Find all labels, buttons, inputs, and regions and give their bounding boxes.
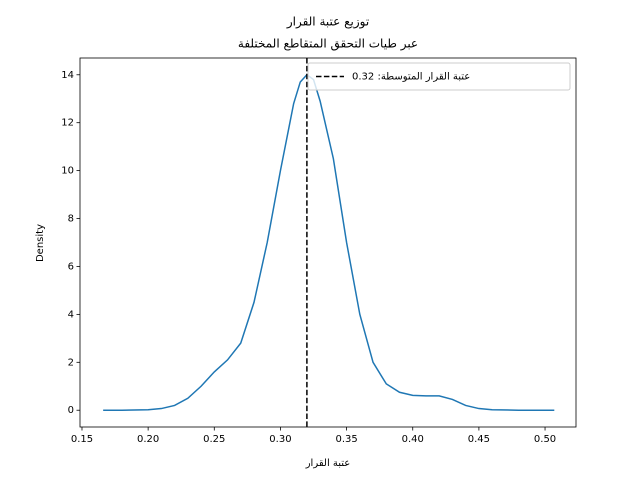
- x-tick-label: 0.15: [71, 434, 93, 445]
- x-axis-label: عتبة القرار: [305, 458, 351, 469]
- y-tick-label: 2: [68, 357, 74, 368]
- axes-frame: [79, 57, 577, 428]
- y-tick-label: 8: [68, 214, 74, 225]
- chart-title: توزيع عتبة القرار: [286, 15, 369, 30]
- y-tick-label: 4: [68, 309, 74, 320]
- y-tick-label: 10: [61, 166, 74, 177]
- y-tick-label: 0: [68, 405, 74, 416]
- x-tick-label: 0.45: [468, 434, 490, 445]
- y-tick-label: 14: [61, 70, 74, 81]
- x-tick-label: 0.30: [269, 434, 291, 445]
- y-axis-label: Density: [35, 224, 46, 262]
- chart-subtitle: عبر طيات التحقق المتقاطع المختلفة: [238, 37, 418, 52]
- legend-box: [307, 62, 571, 91]
- x-tick-label: 0.50: [534, 434, 556, 445]
- x-tick-label: 0.25: [203, 434, 225, 445]
- legend-label: عتبة القرار المتوسطة: 0.32: [352, 72, 470, 83]
- y-tick-label: 6: [68, 261, 74, 272]
- y-tick-label: 12: [61, 118, 74, 129]
- density-line: [103, 73, 555, 411]
- x-tick-label: 0.20: [137, 434, 159, 445]
- x-tick-label: 0.35: [335, 434, 357, 445]
- x-tick-label: 0.40: [402, 434, 424, 445]
